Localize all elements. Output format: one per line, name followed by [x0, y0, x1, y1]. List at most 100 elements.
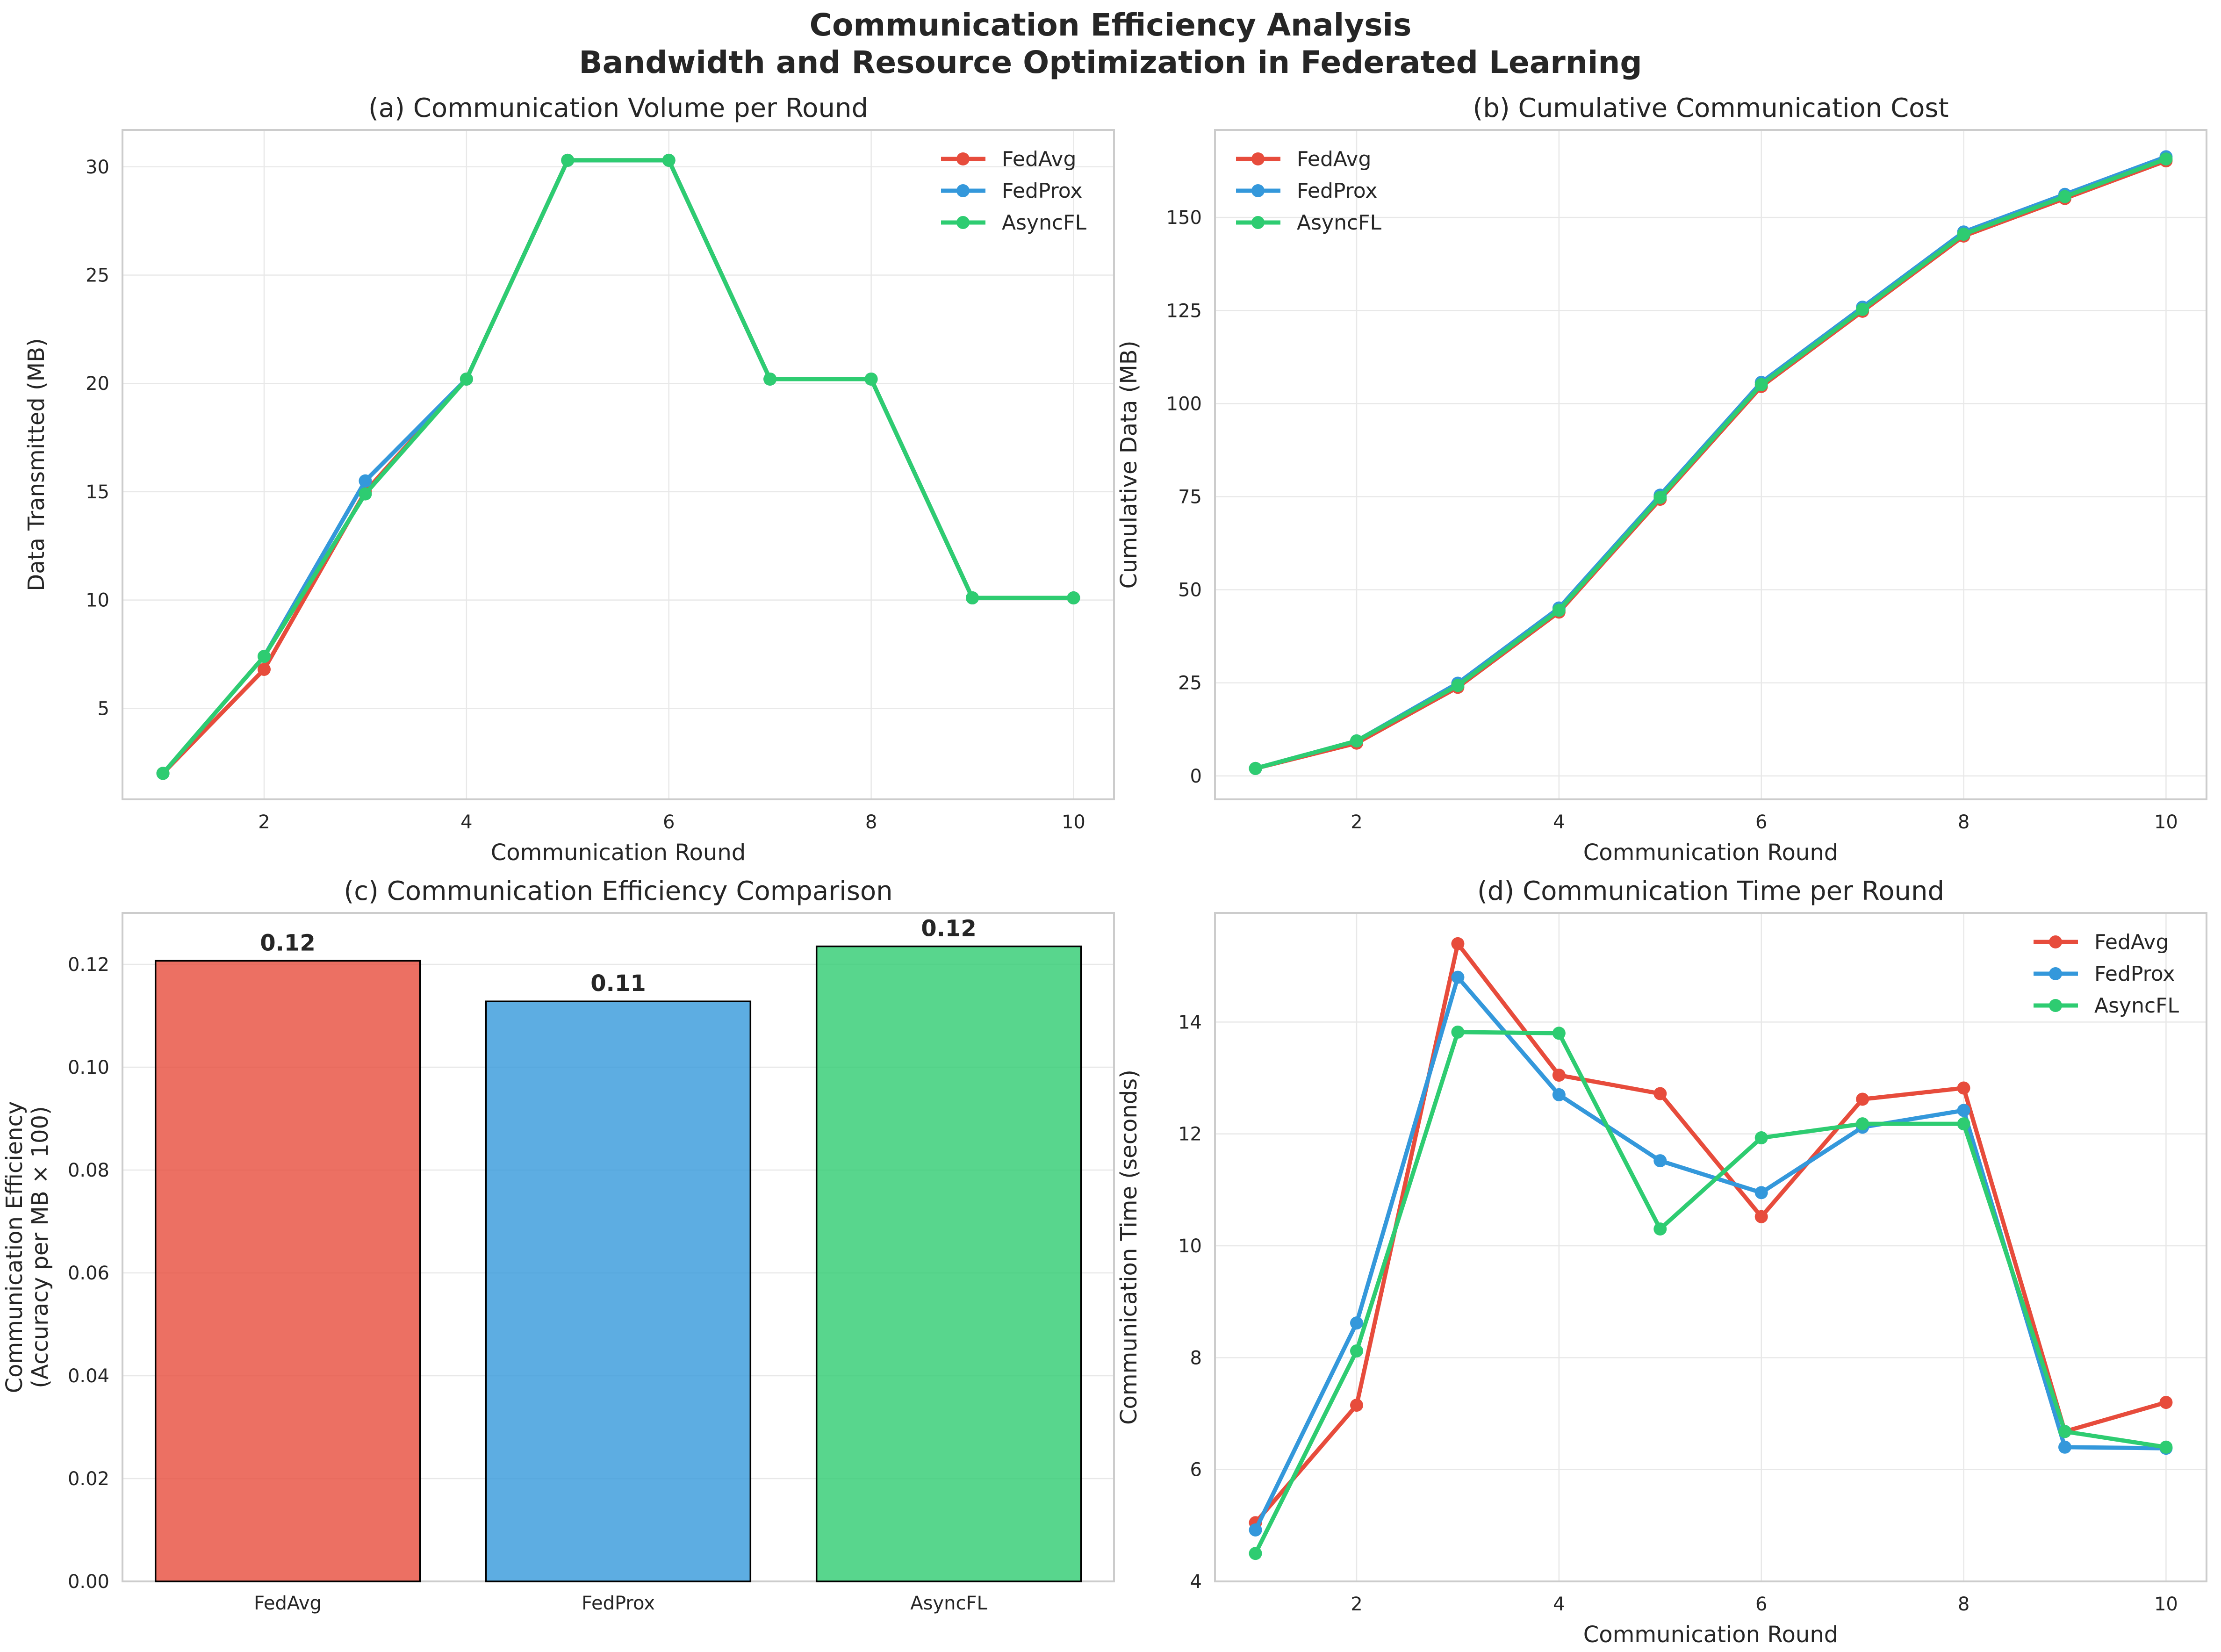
x-axis-label: Communication Round: [1583, 840, 1838, 866]
x-tick-label: 6: [1755, 1594, 1767, 1615]
x-axis-label: Communication Round: [491, 840, 746, 866]
legend-marker-fedavg: [956, 152, 970, 165]
data-point-asyncfl: [966, 591, 979, 605]
legend-label-fedavg: FedAvg: [2094, 930, 2169, 954]
data-point-asyncfl: [2159, 152, 2173, 166]
legend-marker-asyncfl: [956, 216, 970, 229]
x-tick-label: 4: [1553, 1594, 1565, 1615]
data-point-asyncfl: [1350, 1344, 1363, 1358]
legend-marker-fedprox: [1251, 184, 1265, 197]
chart-title: (a) Communication Volume per Round: [368, 93, 868, 123]
data-point-asyncfl: [1957, 228, 1970, 241]
legend-label-asyncfl: AsyncFL: [1297, 211, 1381, 235]
data-point-fedprox: [1754, 1186, 1768, 1199]
data-point-asyncfl: [1249, 1547, 1262, 1560]
data-point-asyncfl: [1653, 491, 1667, 504]
legend: FedAvg FedProx AsyncFL: [941, 147, 1086, 235]
y-tick-label: 0: [1190, 766, 1202, 787]
y-tick-label: 25: [1178, 673, 1202, 694]
y-tick-label: 5: [98, 698, 109, 719]
data-point-fedavg: [1957, 1081, 1970, 1095]
data-point-fedprox: [1249, 1523, 1262, 1537]
data-point-asyncfl: [1249, 761, 1262, 775]
x-tick-label: 8: [1958, 812, 1969, 833]
x-tick-label: 6: [1755, 812, 1767, 833]
data-point-asyncfl: [2058, 190, 2071, 203]
x-tick-label: 2: [1351, 812, 1362, 833]
legend-marker-fedavg: [2049, 935, 2062, 948]
data-point-fedprox: [1653, 1154, 1667, 1168]
data-point-fedavg: [258, 662, 271, 676]
x-tick-label: 6: [663, 812, 675, 833]
y-tick-label: 4: [1190, 1571, 1202, 1593]
legend-label-fedavg: FedAvg: [1002, 147, 1076, 171]
data-point-fedprox: [1350, 1316, 1363, 1330]
series-line-asyncfl: [1253, 1030, 2168, 1556]
y-tick-label: 14: [1178, 1012, 1202, 1033]
data-point-asyncfl: [1957, 1117, 1970, 1131]
x-tick-label: 10: [2154, 1594, 2178, 1615]
figure-title-line2: Bandwidth and Resource Optimization in F…: [579, 44, 1642, 80]
data-point-fedavg: [1856, 1092, 1869, 1106]
data-point-asyncfl: [1067, 591, 1080, 605]
x-tick-label: FedProx: [582, 1593, 655, 1614]
y-tick-label: 0.06: [68, 1263, 109, 1284]
x-tick-label: 8: [865, 812, 877, 833]
legend-label-fedprox: FedProx: [1002, 179, 1082, 203]
y-tick-label: 0.08: [68, 1160, 109, 1181]
data-point-asyncfl: [1350, 734, 1363, 747]
data-point-asyncfl: [864, 372, 878, 386]
chart-title: (b) Cumulative Communication Cost: [1473, 93, 1948, 123]
y-tick-label: 0.10: [68, 1057, 109, 1078]
data-point-fedavg: [1552, 1069, 1566, 1082]
legend-marker-fedprox: [2049, 967, 2062, 980]
y-axis-label-line2: (Accuracy per MB × 100): [27, 1106, 53, 1388]
x-tick-label: 10: [1062, 812, 1085, 833]
data-point-asyncfl: [561, 153, 575, 167]
legend-marker-fedprox: [956, 184, 970, 197]
chart-b: 0 25 50 75 100 125 150 (b) Cumulative Communica…: [1116, 93, 2207, 866]
bar-fedavg: [154, 960, 421, 1582]
legend-marker-asyncfl: [2049, 999, 2062, 1012]
series-line-asyncfl: [161, 158, 1076, 776]
y-tick-label: 10: [86, 590, 109, 611]
chart-d: 4 6 8 10 12 14 (d) Communication Time per Roun…: [1116, 876, 2207, 1648]
y-axis-label: Communication Time (seconds): [1116, 1070, 1142, 1425]
legend-label-fedprox: FedProx: [2094, 962, 2175, 986]
x-tick-label: 2: [258, 812, 270, 833]
x-tick-label: 2: [1351, 1594, 1362, 1615]
axes-frame: [1214, 912, 2207, 1582]
plot-area: [1215, 913, 2207, 1581]
legend-marker-asyncfl: [1251, 216, 1265, 229]
bar-value-label: 0.12: [260, 930, 315, 956]
y-tick-label: 10: [1178, 1235, 1202, 1257]
bar-asyncfl: [815, 945, 1082, 1582]
series-line-asyncfl: [1253, 157, 2168, 771]
data-point-fedprox: [1451, 970, 1465, 984]
y-tick-label: 20: [86, 373, 109, 395]
data-point-fedavg: [2159, 1396, 2173, 1409]
y-tick-label: 25: [86, 265, 109, 286]
data-point-asyncfl: [1856, 1117, 1869, 1131]
chart-a: 5 10 15 20 25 30 (a) Communication Volume per …: [23, 93, 1115, 866]
data-point-asyncfl: [1856, 302, 1869, 316]
data-point-asyncfl: [662, 153, 676, 167]
y-axis-label-line1: Communication Efficiency: [1, 1101, 28, 1393]
data-point-fedprox: [2058, 1440, 2071, 1454]
y-tick-label: 8: [1190, 1347, 1202, 1369]
chart-c: 0.00 0.02 0.04 0.06 0.08 0.10 0.12 (c) Communic…: [1, 876, 1115, 1614]
figure-title-line1: Communication Efficiency Analysis: [809, 7, 1412, 43]
bar-value-label: 0.11: [590, 970, 646, 997]
legend-label-asyncfl: AsyncFL: [1002, 211, 1086, 235]
legend-label-fedavg: FedAvg: [1297, 147, 1371, 171]
legend: FedAvg FedProx AsyncFL: [1236, 147, 1381, 235]
y-tick-label: 0.02: [68, 1468, 109, 1490]
bar-value-label: 0.12: [921, 916, 976, 942]
x-tick-label: 10: [2154, 812, 2178, 833]
data-point-asyncfl: [1552, 1027, 1566, 1040]
data-point-fedprox: [1957, 1104, 1970, 1117]
y-tick-label: 30: [86, 157, 109, 178]
data-point-asyncfl: [763, 372, 777, 386]
x-tick-label: 4: [460, 812, 472, 833]
y-tick-label: 125: [1166, 300, 1202, 322]
